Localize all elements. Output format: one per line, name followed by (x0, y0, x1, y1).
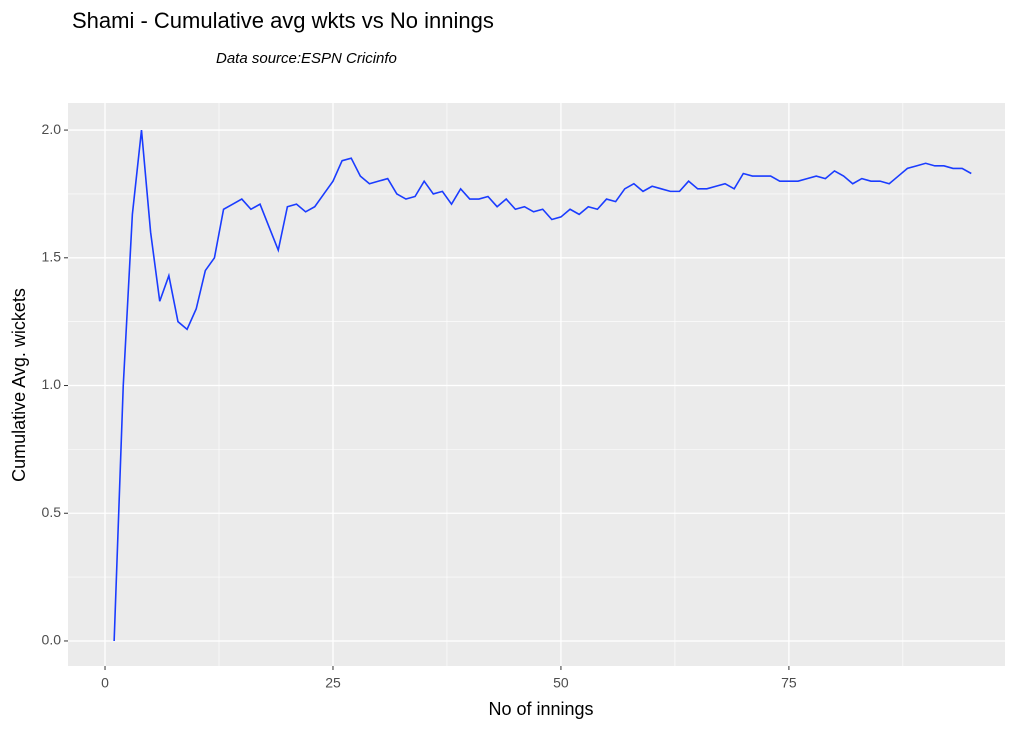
y-tick-label: 1.0 (42, 376, 62, 392)
chart-title: Shami - Cumulative avg wkts vs No inning… (72, 8, 494, 33)
y-tick-label: 0.5 (42, 504, 62, 520)
x-tick-label: 50 (553, 675, 569, 691)
data-line (113, 129, 972, 641)
plot-panel (68, 103, 1005, 666)
x-tick-label: 0 (101, 675, 109, 691)
x-tick-label: 25 (325, 675, 341, 691)
y-tick-label: 0.0 (42, 632, 62, 648)
x-tick-label: 75 (781, 675, 797, 691)
x-axis-label: No of innings (488, 699, 593, 719)
y-tick-label: 2.0 (42, 121, 62, 137)
y-tick-label: 1.5 (42, 249, 62, 265)
y-axis-label: Cumulative Avg. wickets (9, 288, 29, 482)
chart-subtitle: Data source:ESPN Cricinfo (216, 50, 397, 67)
